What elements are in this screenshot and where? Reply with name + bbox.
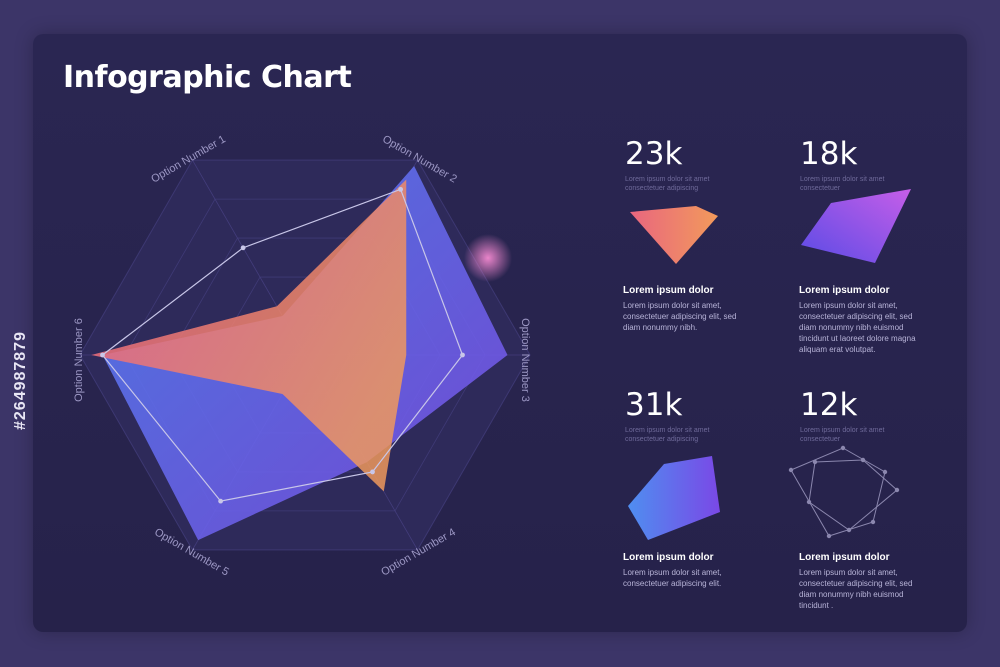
stat-value-1: 23k bbox=[625, 136, 683, 172]
radar-point-s3-5 bbox=[218, 498, 224, 504]
stat-value-3: 31k bbox=[625, 387, 683, 423]
stat-caption-1: Lorem ipsum dolor sit amet consectetuer … bbox=[625, 176, 710, 192]
stat-heading-4: Lorem ipsum dolor bbox=[799, 552, 890, 563]
radar-point-s3-3 bbox=[460, 352, 465, 358]
stat-heading-3: Lorem ipsum dolor bbox=[623, 552, 714, 563]
stat-caption-2: Lorem ipsum dolor sit amet consectetuer bbox=[800, 176, 885, 192]
radar-glow bbox=[464, 234, 512, 282]
stat-value-4: 12k bbox=[800, 387, 858, 423]
stat-body-3: Lorem ipsum dolor sit amet, consectetuer… bbox=[623, 568, 722, 588]
radar-point-s3-1 bbox=[240, 245, 246, 251]
stat-shape-1 bbox=[630, 206, 718, 264]
stat-shape-2 bbox=[801, 189, 911, 263]
stat-shape-3 bbox=[628, 456, 720, 540]
stat-body-4: Lorem ipsum dolor sit amet, consectetuer… bbox=[799, 568, 913, 610]
stat-body-1: Lorem ipsum dolor sit amet, consectetuer… bbox=[623, 301, 737, 332]
stat-block-2: 18k Lorem ipsum dolor sit amet consectet… bbox=[800, 137, 960, 193]
stat-block-4: 12k Lorem ipsum dolor sit amet consectet… bbox=[800, 388, 960, 444]
radar-point-s3-4 bbox=[370, 469, 375, 475]
radar-axis-label-3: Option Number 3 bbox=[519, 318, 531, 402]
stat-block-3: 31k Lorem ipsum dolor sit amet consectet… bbox=[625, 388, 785, 444]
stat-block-1: 23k Lorem ipsum dolor sit amet consectet… bbox=[625, 137, 785, 193]
stat-value-2: 18k bbox=[800, 136, 858, 172]
stat-caption-3: Lorem ipsum dolor sit amet consectetuer … bbox=[625, 427, 710, 443]
radar-axis-label-6: Option Number 6 bbox=[73, 318, 85, 402]
chart-title: Infographic Chart bbox=[63, 60, 352, 95]
stat-caption-4: Lorem ipsum dolor sit amet consectetuer bbox=[800, 427, 885, 443]
radar-series-1 bbox=[91, 179, 407, 492]
radar-point-s3-6 bbox=[100, 352, 105, 358]
stat-shape-4 bbox=[788, 445, 900, 539]
stat-heading-1: Lorem ipsum dolor bbox=[623, 285, 714, 296]
stat-heading-2: Lorem ipsum dolor bbox=[799, 285, 890, 296]
radar-point-s3-2 bbox=[398, 186, 404, 192]
radar-series bbox=[91, 165, 512, 541]
stat-body-2: Lorem ipsum dolor sit amet, consectetuer… bbox=[799, 301, 916, 354]
